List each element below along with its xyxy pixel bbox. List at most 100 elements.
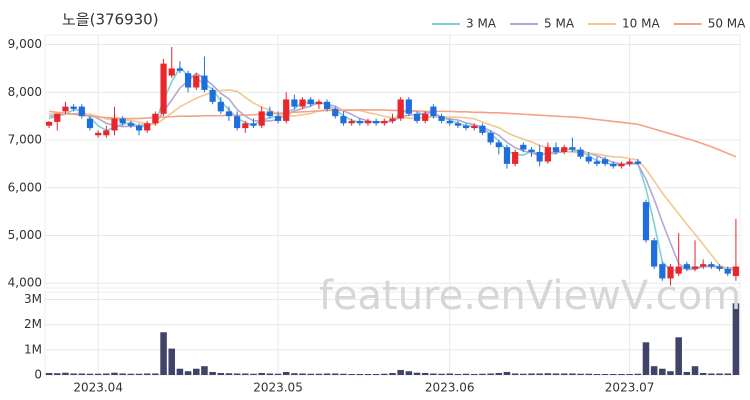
candle-body (691, 266, 699, 269)
candle-body (708, 264, 715, 267)
volume-bar (103, 373, 110, 375)
x-tick-label: 2023.06 (425, 381, 475, 395)
volume-bar (503, 371, 511, 375)
volume-bar (45, 372, 53, 375)
volume-bar (127, 373, 135, 375)
volume-bar (724, 373, 732, 375)
candle-body (618, 163, 625, 167)
volume-bar (601, 373, 609, 375)
volume-bar (299, 373, 306, 375)
candle-body (405, 99, 412, 114)
volume-bar (274, 373, 282, 375)
candle-body (184, 73, 192, 88)
volume-bar (593, 373, 601, 375)
y-tick-label: 8,000 (8, 85, 42, 99)
candle-body (291, 99, 298, 107)
volume-bar (323, 373, 331, 375)
candle-body (266, 111, 273, 117)
volume-bar (634, 373, 642, 375)
volume-bar (618, 373, 625, 375)
volume-bar (266, 373, 274, 375)
candle-body (144, 123, 151, 131)
volume-bar (364, 373, 372, 375)
candle-body (528, 149, 535, 152)
volume-bar (291, 373, 298, 375)
volume-bar (307, 373, 315, 375)
candle-body (389, 118, 396, 121)
volume-bar (143, 373, 151, 375)
volume-bar (242, 373, 249, 375)
candle-body (111, 118, 118, 131)
candle-body (667, 266, 674, 279)
candle-body (495, 142, 502, 148)
volume-bar (348, 373, 355, 375)
volume-bar (626, 373, 633, 375)
volume-bar (675, 337, 682, 375)
candle-body (373, 120, 380, 124)
watermark: feature.enViewV.com (319, 273, 741, 319)
candle-body (62, 106, 69, 112)
candle-body (634, 161, 641, 164)
volume-bar (331, 373, 339, 375)
volume-bar (184, 371, 192, 375)
candle-body (610, 163, 617, 167)
volume-bar (152, 373, 159, 375)
volume-bar (528, 373, 535, 375)
candle-body (503, 147, 511, 164)
candle-body (315, 101, 323, 105)
volume-bar (462, 373, 470, 375)
candle-body (716, 266, 723, 269)
candle-body (201, 75, 208, 90)
volume-bar (495, 372, 503, 375)
candle-body (724, 268, 731, 274)
candle-body (135, 125, 143, 131)
volume-bar (536, 373, 543, 375)
legend-label: 50 MA (708, 17, 746, 31)
volume-bar (86, 373, 94, 375)
volume-bar (413, 372, 421, 375)
candle-body (364, 120, 372, 124)
candle-body (700, 264, 707, 267)
volume-bar (667, 371, 674, 375)
candle-body (209, 89, 216, 102)
candle-body (283, 99, 290, 121)
candle-body (659, 264, 666, 279)
candle-body (675, 266, 682, 274)
candle-body (577, 149, 584, 157)
candle-body (479, 125, 486, 133)
candle-body (381, 120, 388, 124)
candle-body (54, 113, 61, 122)
volume-bar (609, 373, 617, 375)
y-tick-label: 7,000 (8, 133, 42, 147)
candle-body (119, 118, 126, 124)
candle-body (348, 120, 355, 124)
volume-bar (315, 373, 323, 375)
volume-bar (569, 373, 576, 375)
volume-bar (732, 303, 740, 375)
candle-body (323, 101, 331, 109)
volume-bar (659, 368, 666, 375)
candle-body (307, 99, 314, 105)
volume-bar (421, 372, 429, 375)
candle-body (512, 151, 519, 164)
volume-bar (160, 332, 167, 375)
volume-bar (520, 373, 527, 375)
volume-bar (192, 368, 200, 375)
volume-bar (683, 371, 691, 375)
volume-bar (454, 373, 462, 375)
candle-body (356, 120, 363, 124)
volume-tick-label: 0 (34, 368, 42, 382)
volume-bar (470, 373, 478, 375)
candle-body (462, 125, 470, 129)
volume-bar (94, 373, 102, 375)
volume-bar (381, 373, 388, 375)
volume-bar (438, 373, 445, 375)
volume-bar (217, 372, 225, 375)
candle-body (487, 132, 494, 143)
volume-bar (282, 371, 290, 375)
volume-bar (78, 373, 86, 375)
volume-bar (70, 373, 77, 375)
volume-bar (111, 372, 118, 375)
volume-bar (446, 373, 454, 375)
